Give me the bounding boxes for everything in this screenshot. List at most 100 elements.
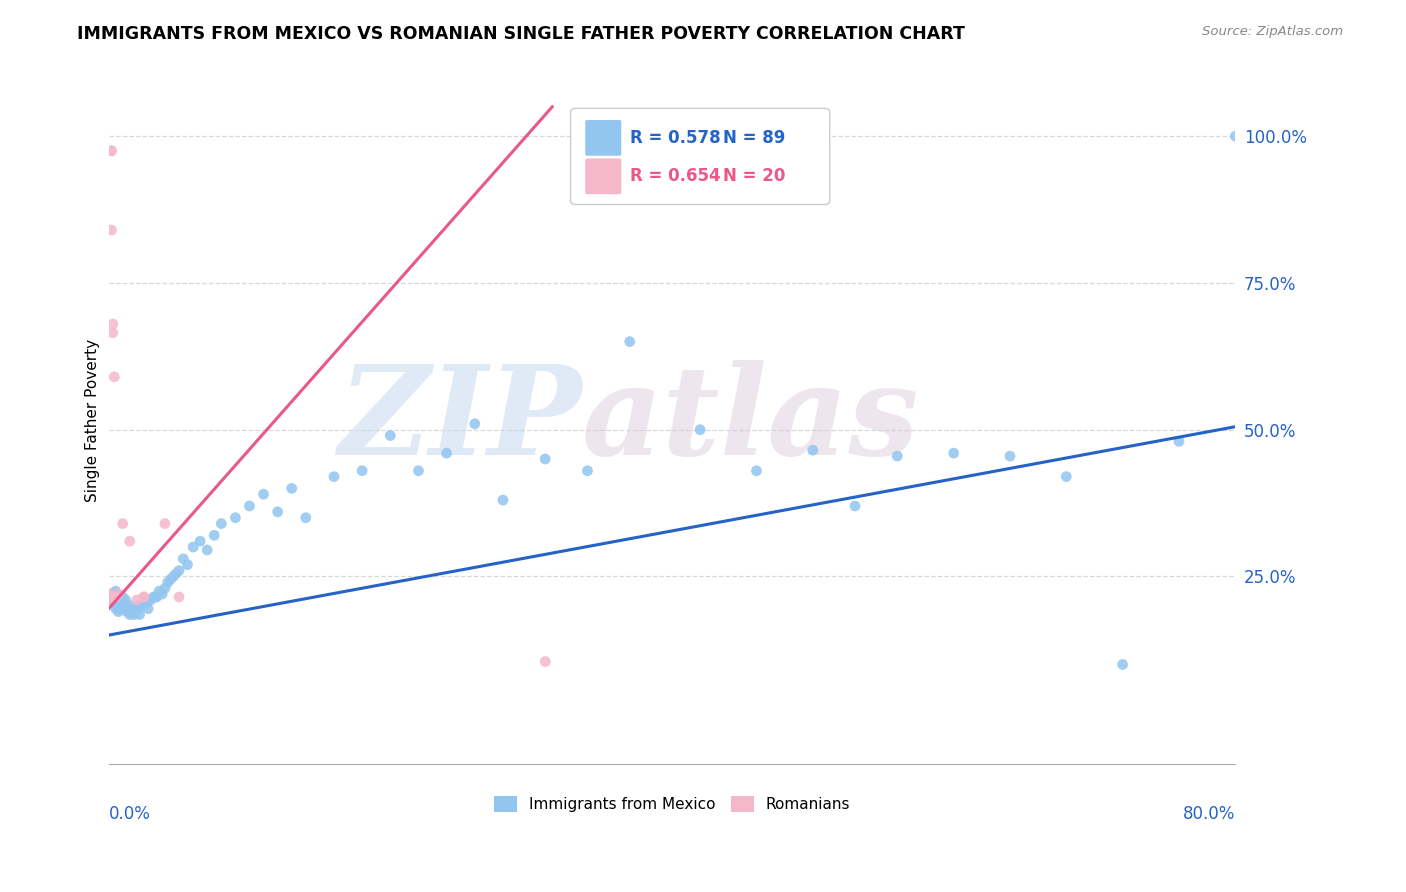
- Point: [689, 423, 711, 437]
- Point: [209, 516, 232, 531]
- Point: [114, 601, 136, 615]
- Point: [98, 587, 121, 601]
- Point: [172, 551, 194, 566]
- Point: [181, 540, 204, 554]
- Point: [125, 599, 148, 613]
- Point: [1168, 434, 1191, 449]
- Point: [112, 599, 135, 613]
- Point: [104, 601, 127, 615]
- Point: [107, 590, 129, 604]
- Point: [156, 575, 179, 590]
- Point: [122, 607, 145, 622]
- Point: [252, 487, 274, 501]
- Text: N = 89: N = 89: [723, 128, 785, 147]
- Point: [111, 590, 134, 604]
- Point: [998, 449, 1021, 463]
- FancyBboxPatch shape: [571, 108, 830, 204]
- Point: [132, 590, 155, 604]
- Point: [101, 317, 124, 331]
- Point: [107, 587, 129, 601]
- Point: [98, 590, 121, 604]
- Point: [139, 593, 162, 607]
- Point: [1054, 469, 1077, 483]
- Point: [128, 607, 150, 622]
- Point: [942, 446, 965, 460]
- Point: [224, 510, 246, 524]
- Point: [104, 584, 127, 599]
- Point: [195, 543, 218, 558]
- Point: [188, 534, 211, 549]
- Point: [619, 334, 641, 349]
- Point: [110, 596, 132, 610]
- Point: [112, 596, 135, 610]
- Point: [294, 510, 316, 524]
- FancyBboxPatch shape: [585, 159, 621, 194]
- Text: Source: ZipAtlas.com: Source: ZipAtlas.com: [1202, 25, 1343, 38]
- Point: [101, 326, 124, 340]
- Text: R = 0.578: R = 0.578: [630, 128, 721, 147]
- Text: ZIP: ZIP: [337, 360, 582, 482]
- Point: [464, 417, 486, 431]
- Text: IMMIGRANTS FROM MEXICO VS ROMANIAN SINGLE FATHER POVERTY CORRELATION CHART: IMMIGRANTS FROM MEXICO VS ROMANIAN SINGL…: [77, 25, 965, 43]
- Text: 0.0%: 0.0%: [108, 805, 150, 823]
- Point: [100, 144, 122, 158]
- Point: [129, 599, 152, 613]
- Point: [1225, 129, 1247, 144]
- Point: [105, 599, 128, 613]
- Text: N = 20: N = 20: [723, 168, 785, 186]
- Point: [104, 590, 127, 604]
- Point: [121, 601, 143, 615]
- Point: [110, 599, 132, 613]
- Point: [380, 428, 402, 442]
- Point: [125, 593, 148, 607]
- Point: [114, 593, 136, 607]
- Point: [323, 469, 346, 483]
- Point: [111, 516, 134, 531]
- Point: [98, 593, 121, 607]
- Point: [576, 464, 599, 478]
- Point: [100, 144, 122, 158]
- Text: 80.0%: 80.0%: [1182, 805, 1236, 823]
- Text: atlas: atlas: [582, 360, 920, 482]
- Point: [103, 590, 125, 604]
- Point: [132, 590, 155, 604]
- Point: [118, 534, 141, 549]
- Y-axis label: Single Father Poverty: Single Father Poverty: [86, 339, 100, 502]
- Point: [101, 591, 124, 606]
- Point: [534, 655, 557, 669]
- Point: [124, 605, 146, 619]
- Point: [108, 601, 131, 615]
- Point: [134, 593, 156, 607]
- Point: [167, 564, 190, 578]
- Point: [238, 499, 260, 513]
- Point: [103, 369, 125, 384]
- Point: [266, 505, 288, 519]
- Text: R = 0.654: R = 0.654: [630, 168, 721, 186]
- Point: [202, 528, 225, 542]
- Point: [104, 590, 127, 604]
- Point: [120, 605, 142, 619]
- Point: [436, 446, 458, 460]
- Point: [132, 596, 155, 610]
- Point: [280, 481, 302, 495]
- Point: [142, 590, 165, 604]
- Point: [105, 587, 128, 601]
- Point: [98, 590, 121, 604]
- Point: [886, 449, 908, 463]
- Point: [108, 593, 131, 607]
- Point: [108, 590, 131, 604]
- Point: [153, 516, 176, 531]
- Point: [148, 584, 170, 599]
- Point: [165, 566, 187, 581]
- Point: [100, 223, 122, 237]
- Point: [107, 605, 129, 619]
- Point: [159, 572, 181, 586]
- Legend: Immigrants from Mexico, Romanians: Immigrants from Mexico, Romanians: [488, 790, 856, 819]
- Point: [103, 587, 125, 601]
- Point: [98, 590, 121, 604]
- Point: [145, 590, 167, 604]
- Point: [352, 464, 374, 478]
- Point: [107, 596, 129, 610]
- Point: [150, 587, 173, 601]
- Point: [492, 493, 515, 508]
